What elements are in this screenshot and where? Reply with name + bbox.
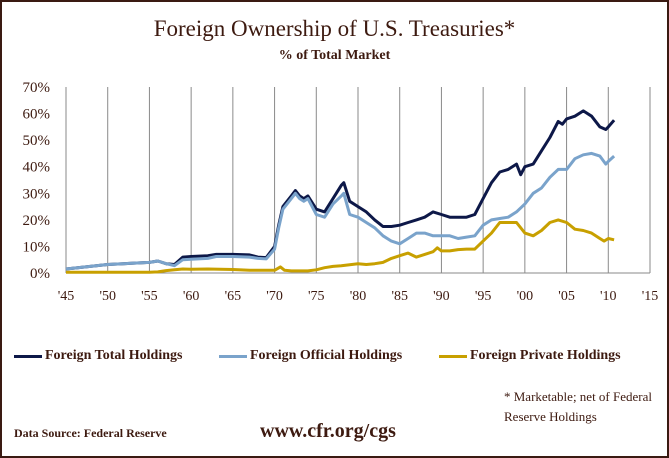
- chart-title: Foreign Ownership of U.S. Treasuries*: [153, 16, 516, 41]
- x-tick-label: '65: [225, 289, 242, 304]
- plot-area: '45 '50 '55 '60 '65 '70 '75 '80 '85 '90 '95 '00 '05 '…: [23, 80, 659, 304]
- x-tick-label: '60: [183, 289, 200, 304]
- legend-swatch-total: [14, 354, 42, 358]
- x-tick-label: '70: [266, 289, 283, 304]
- legend-item-official: Foreign Official Holdings: [219, 348, 402, 364]
- legend-label-private: Foreign Private Holdings: [470, 348, 621, 363]
- y-tick-label: 0%: [30, 266, 50, 282]
- x-tick-label: '05: [558, 289, 575, 304]
- y-tick-label: 10%: [23, 239, 51, 255]
- y-tick-label: 70%: [23, 80, 51, 96]
- x-tick-label: '75: [308, 289, 325, 304]
- series-line-total: [65, 109, 616, 271]
- x-tick-label: '95: [475, 289, 492, 304]
- x-tick-label: '45: [58, 289, 75, 304]
- footnote: * Marketable; net of Federal Reserve Hol…: [504, 389, 652, 424]
- x-tick-label: '00: [517, 289, 534, 304]
- y-tick-label: 40%: [23, 160, 51, 176]
- y-tick-label: 30%: [23, 186, 51, 202]
- x-tick-label: '80: [350, 289, 367, 304]
- x-tick-label: '10: [600, 289, 617, 304]
- x-tick-label: '15: [642, 289, 659, 304]
- website-url: www.cfr.org/cgs: [260, 420, 396, 442]
- legend-item-total: Foreign Total Holdings: [14, 348, 182, 364]
- chart-subtitle: % of Total Market: [278, 48, 391, 63]
- series-line-official: [65, 151, 616, 271]
- data-source: Data Source: Federal Reserve: [14, 426, 167, 440]
- x-tick-label: '55: [141, 289, 158, 304]
- legend-label-total: Foreign Total Holdings: [45, 348, 183, 363]
- legend-swatch-private: [439, 354, 467, 358]
- legend-item-private: Foreign Private Holdings: [439, 348, 621, 364]
- x-tick-label: '90: [433, 289, 450, 304]
- y-tick-label: 60%: [23, 107, 51, 123]
- x-tick-label: '50: [99, 289, 116, 304]
- series-line-private: [66, 218, 615, 274]
- y-tick-label: 50%: [23, 133, 51, 149]
- legend-label-official: Foreign Official Holdings: [250, 348, 403, 363]
- legend-swatch-official: [219, 354, 247, 358]
- y-tick-label: 20%: [23, 213, 51, 229]
- x-tick-label: '85: [391, 289, 408, 304]
